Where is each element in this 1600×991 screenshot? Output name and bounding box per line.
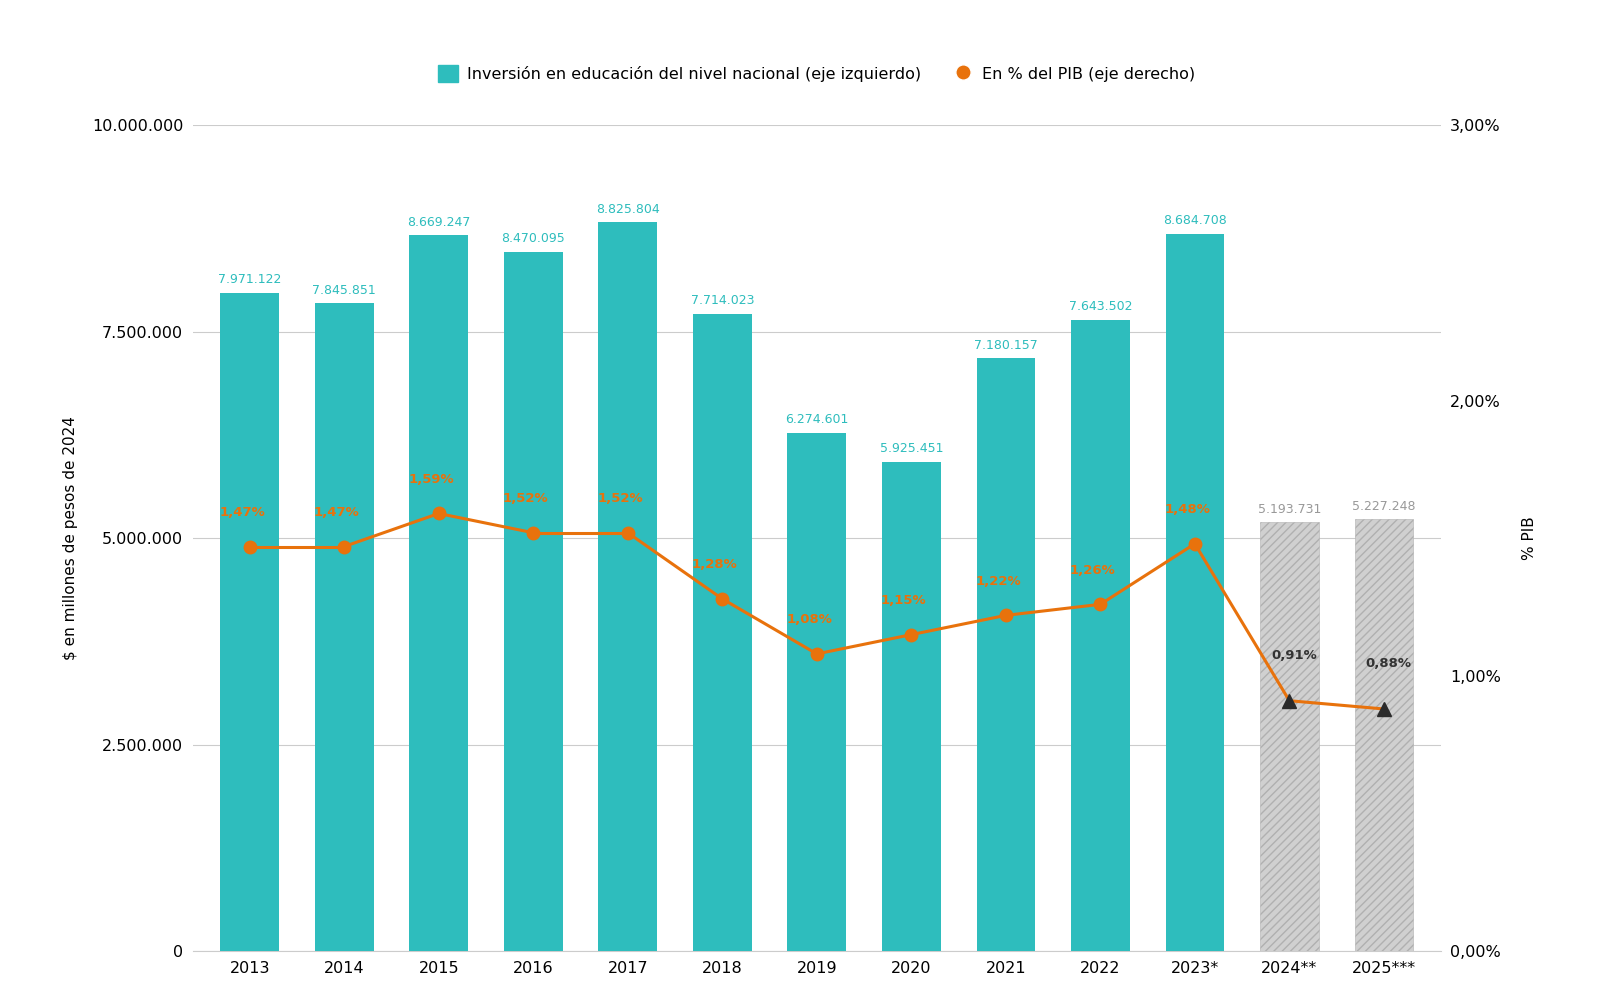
Text: 1,15%: 1,15% — [882, 594, 926, 607]
Text: 1,28%: 1,28% — [691, 558, 738, 571]
Text: 1,22%: 1,22% — [976, 575, 1021, 588]
Text: 1,59%: 1,59% — [408, 473, 454, 486]
Text: 6.274.601: 6.274.601 — [786, 413, 848, 426]
Text: 7.643.502: 7.643.502 — [1069, 300, 1133, 313]
Text: 0,88%: 0,88% — [1365, 657, 1411, 671]
Text: 5.227.248: 5.227.248 — [1352, 499, 1416, 513]
Text: 0,91%: 0,91% — [1270, 649, 1317, 662]
Bar — [1070, 320, 1130, 951]
Text: 8.684.708: 8.684.708 — [1163, 214, 1227, 227]
Text: 8.470.095: 8.470.095 — [501, 232, 565, 245]
Bar — [693, 314, 752, 951]
Legend: Inversión en educación del nivel nacional (eje izquierdo), En % del PIB (eje der: Inversión en educación del nivel naciona… — [432, 58, 1202, 88]
Y-axis label: % PIB: % PIB — [1522, 516, 1538, 560]
Bar — [410, 235, 469, 951]
Bar — [787, 433, 846, 951]
Bar — [221, 292, 278, 951]
Text: 1,47%: 1,47% — [314, 506, 360, 519]
Text: 8.825.804: 8.825.804 — [595, 202, 659, 216]
Text: 7.714.023: 7.714.023 — [691, 294, 754, 307]
Text: 1,08%: 1,08% — [786, 613, 832, 626]
Text: 7.971.122: 7.971.122 — [218, 274, 282, 286]
Bar — [1355, 519, 1413, 951]
Bar — [976, 358, 1035, 951]
Text: 1,52%: 1,52% — [502, 493, 549, 505]
Text: 1,52%: 1,52% — [597, 493, 643, 505]
Bar — [504, 252, 563, 951]
Bar — [315, 303, 373, 951]
Bar — [1165, 234, 1224, 951]
Bar — [882, 462, 941, 951]
Y-axis label: $ en millones de pesos de 2024: $ en millones de pesos de 2024 — [62, 416, 78, 660]
Text: 1,47%: 1,47% — [219, 506, 266, 519]
Text: 1,26%: 1,26% — [1070, 564, 1115, 577]
Bar — [598, 222, 658, 951]
Text: 5.193.731: 5.193.731 — [1258, 502, 1322, 515]
Text: 7.845.851: 7.845.851 — [312, 283, 376, 296]
Text: 5.925.451: 5.925.451 — [880, 442, 942, 455]
Bar — [1261, 522, 1318, 951]
Text: 7.180.157: 7.180.157 — [974, 339, 1038, 352]
Text: 8.669.247: 8.669.247 — [406, 216, 470, 229]
Text: 1,48%: 1,48% — [1165, 503, 1210, 516]
